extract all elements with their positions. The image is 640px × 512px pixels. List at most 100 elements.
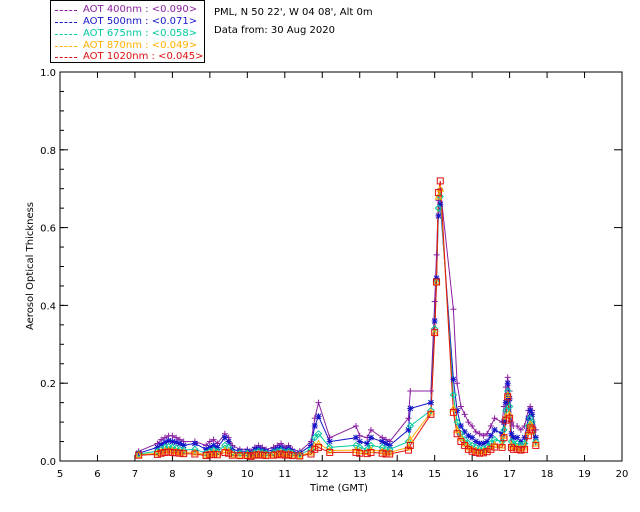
data-point-1020nm [483,448,491,456]
data-point-1020nm [509,445,517,453]
legend-swatch-870nm [55,46,77,47]
data-point-400nm [472,428,479,435]
chart-legend: AOT 400nm : <0.090> AOT 500nm : <0.071> … [50,0,205,63]
data-point-1020nm [406,441,414,449]
data-point-1020nm [243,452,251,460]
data-point-1020nm [315,443,323,451]
data-point-500nm [465,432,472,439]
data-point-500nm [203,446,210,453]
x-tick-label: 7 [132,469,138,480]
data-point-870nm [179,448,188,456]
data-point-1020nm [157,449,165,457]
x-tick-label: 18 [541,469,554,480]
data-point-500nm [326,438,333,445]
data-point-1020nm [221,448,229,456]
data-point-400nm [450,306,457,313]
series-line-4 [138,180,537,457]
data-point-500nm [173,439,180,446]
legend-label-1020nm: AOT 1020nm : <0.045> [83,51,204,62]
data-point-870nm [464,443,473,451]
data-point-400nm [517,426,524,433]
data-point-500nm [499,430,506,437]
data-point-870nm [500,431,508,439]
series-line-3 [138,188,537,457]
data-point-500nm [364,440,371,447]
data-point-400nm [367,426,374,433]
data-point-500nm [510,434,517,441]
data-point-400nm [504,374,511,381]
data-point-500nm [502,399,509,406]
data-point-400nm [469,422,476,429]
data-point-1020nm [206,451,214,459]
data-point-400nm [158,436,165,443]
series-lines [138,180,537,457]
data-point-870nm [503,390,512,398]
data-point-870nm [295,451,304,459]
data-point-870nm [436,184,445,192]
data-point-1020nm [307,450,315,458]
data-point-870nm [449,404,458,412]
data-point-1020nm [172,449,180,457]
data-point-400nm [352,422,359,429]
data-point-500nm [476,440,483,447]
data-point-870nm [235,450,244,458]
y-tick-label: 1.0 [40,68,56,79]
x-tick-label: 5 [57,469,63,480]
data-point-870nm [134,450,143,458]
data-point-675nm [311,433,319,442]
data-point-870nm [325,446,334,454]
data-point-1020nm [434,189,442,197]
data-point-1020nm [521,445,529,453]
x-axis-label: Time (GMT) [309,483,368,494]
data-point-500nm [487,432,494,439]
data-point-870nm [213,449,222,457]
legend-entry-1020nm: AOT 1020nm : <0.045> [55,51,205,63]
data-point-870nm [243,450,252,458]
data-point-675nm [449,391,458,399]
x-tick-label: 14 [391,469,404,480]
legend-swatch-400nm [55,10,77,11]
data-point-500nm [191,440,198,447]
data-point-1020nm [500,434,508,442]
data-point-1020nm [498,443,506,451]
data-point-675nm [179,446,188,454]
data-point-1020nm [285,451,293,459]
x-tick-label: 19 [578,469,591,480]
data-point-1020nm [427,410,435,418]
data-point-500nm [437,201,444,208]
data-point-500nm [435,212,442,219]
data-point-400nm [206,438,213,445]
data-point-675nm [430,325,439,333]
legend-label-675nm: AOT 675nm : <0.058> [83,28,198,39]
data-point-500nm [356,438,363,445]
data-point-870nm [457,433,465,441]
data-point-500nm [405,426,412,433]
data-point-870nm [460,439,469,447]
data-point-1020nm [436,177,444,185]
data-point-500nm [382,440,389,447]
data-point-1020nm [165,448,173,456]
date-info: Data from: 30 Aug 2020 [214,25,335,36]
data-point-1020nm [404,446,412,454]
data-point-1020nm [453,430,461,438]
data-point-400nm [461,411,468,418]
data-point-675nm [161,443,169,452]
data-point-1020nm [258,451,266,459]
data-point-400nm [480,432,487,439]
data-point-500nm [176,440,183,447]
data-point-500nm [521,434,528,441]
data-point-500nm [210,442,217,449]
data-point-1020nm [262,452,270,460]
legend-label-400nm: AOT 400nm : <0.090> [83,4,198,15]
data-point-400nm [433,251,440,258]
data-point-870nm [258,450,267,458]
data-point-500nm [221,434,228,441]
data-point-1020nm [210,450,218,458]
data-point-400nm [427,387,434,394]
data-point-500nm [472,438,479,445]
legend-entry-500nm: AOT 500nm : <0.071> [55,16,205,28]
data-point-500nm [154,444,161,451]
data-point-500nm [180,442,187,449]
data-point-400nm [454,380,461,387]
data-point-870nm [498,441,506,449]
